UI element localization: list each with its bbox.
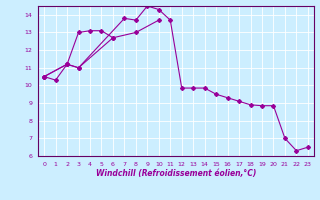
X-axis label: Windchill (Refroidissement éolien,°C): Windchill (Refroidissement éolien,°C): [96, 169, 256, 178]
